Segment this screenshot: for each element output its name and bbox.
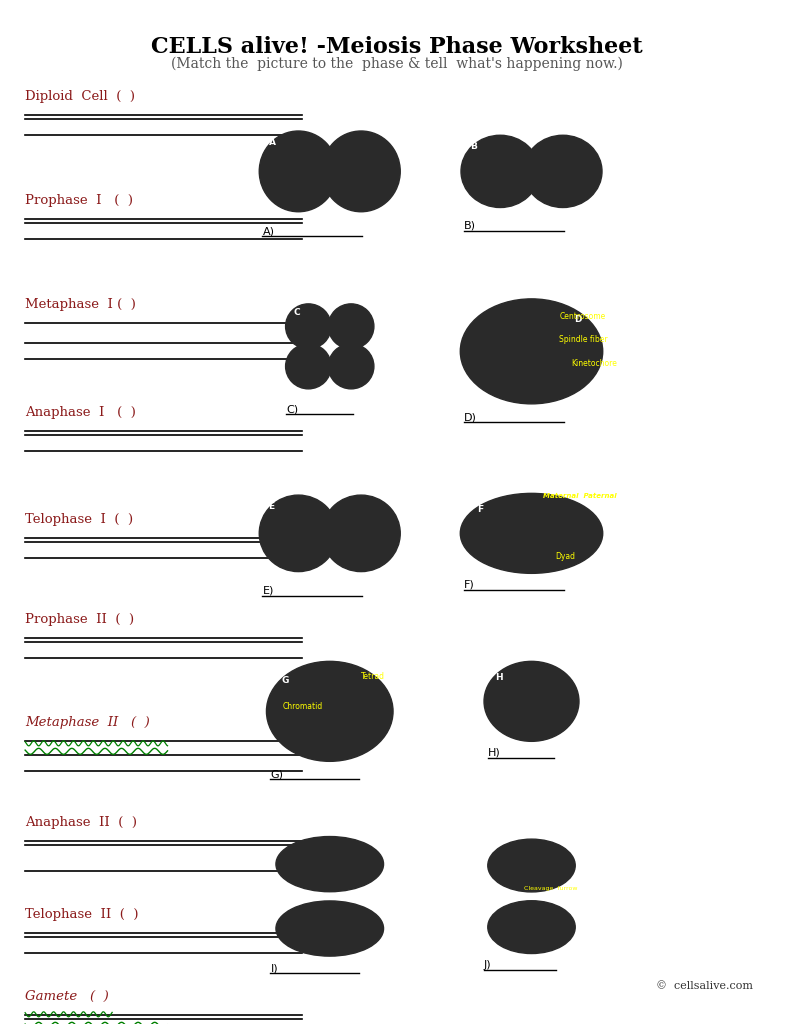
Ellipse shape [461,135,539,208]
Text: G: G [282,676,289,685]
Text: E: E [268,502,275,511]
Ellipse shape [484,662,579,741]
Text: (Match the  picture to the  phase & tell  what's happening now.): (Match the picture to the phase & tell w… [171,56,623,71]
Text: Centrosome: Centrosome [559,312,606,321]
Text: CELLS alive! -Meiosis Phase Worksheet: CELLS alive! -Meiosis Phase Worksheet [151,37,643,58]
Text: E): E) [263,586,274,596]
Text: Prophase  I   (  ): Prophase I ( ) [25,195,133,208]
Ellipse shape [260,496,337,571]
Text: Telophase  I  (  ): Telophase I ( ) [25,513,133,526]
Ellipse shape [488,839,575,892]
Text: D: D [574,314,582,324]
Text: Anaphase  I   (  ): Anaphase I ( ) [25,407,136,420]
Ellipse shape [329,304,374,349]
Text: Kinetochore: Kinetochore [571,358,617,368]
Text: A): A) [263,226,275,237]
Text: I: I [282,821,285,830]
Text: ©  cellsalive.com: © cellsalive.com [656,981,753,991]
Text: D): D) [464,413,477,422]
Ellipse shape [276,837,384,892]
Ellipse shape [286,344,331,389]
Ellipse shape [461,494,603,573]
Text: Diploid  Cell  (  ): Diploid Cell ( ) [25,90,135,103]
Text: C: C [294,308,300,317]
Ellipse shape [260,131,337,212]
Text: Metaphase  I (  ): Metaphase I ( ) [25,298,136,311]
Text: A: A [268,138,276,147]
Text: Cleavage  furrow: Cleavage furrow [523,886,577,891]
Text: G): G) [271,769,283,779]
Ellipse shape [276,901,384,956]
Text: H): H) [488,748,501,758]
Text: B): B) [464,221,476,230]
Text: Gamete   (  ): Gamete ( ) [25,990,109,1004]
Ellipse shape [267,662,393,761]
Text: I): I) [271,963,278,973]
Ellipse shape [322,496,400,571]
Text: Chromatid: Chromatid [283,701,322,711]
Text: Spindle fiber: Spindle fiber [559,335,608,344]
Ellipse shape [461,299,603,403]
Text: J): J) [484,961,491,970]
Text: Telophase  II  (  ): Telophase II ( ) [25,908,139,922]
Ellipse shape [322,131,400,212]
Ellipse shape [488,901,575,953]
Text: Dyad: Dyad [555,552,575,561]
Text: F: F [477,506,484,514]
Text: B: B [470,141,477,151]
Ellipse shape [329,344,374,389]
Text: Maternal  Paternal: Maternal Paternal [543,494,617,500]
Text: Prophase  II  (  ): Prophase II ( ) [25,613,134,627]
Text: H: H [495,674,503,682]
Text: C): C) [286,404,299,415]
Text: Anaphase  II  (  ): Anaphase II ( ) [25,816,137,829]
Text: F): F) [464,580,475,590]
Text: Metaphase  II   (  ): Metaphase II ( ) [25,717,150,729]
Ellipse shape [286,304,331,349]
Text: Tetrad: Tetrad [361,672,385,681]
Text: J: J [492,825,495,834]
Ellipse shape [524,135,602,208]
